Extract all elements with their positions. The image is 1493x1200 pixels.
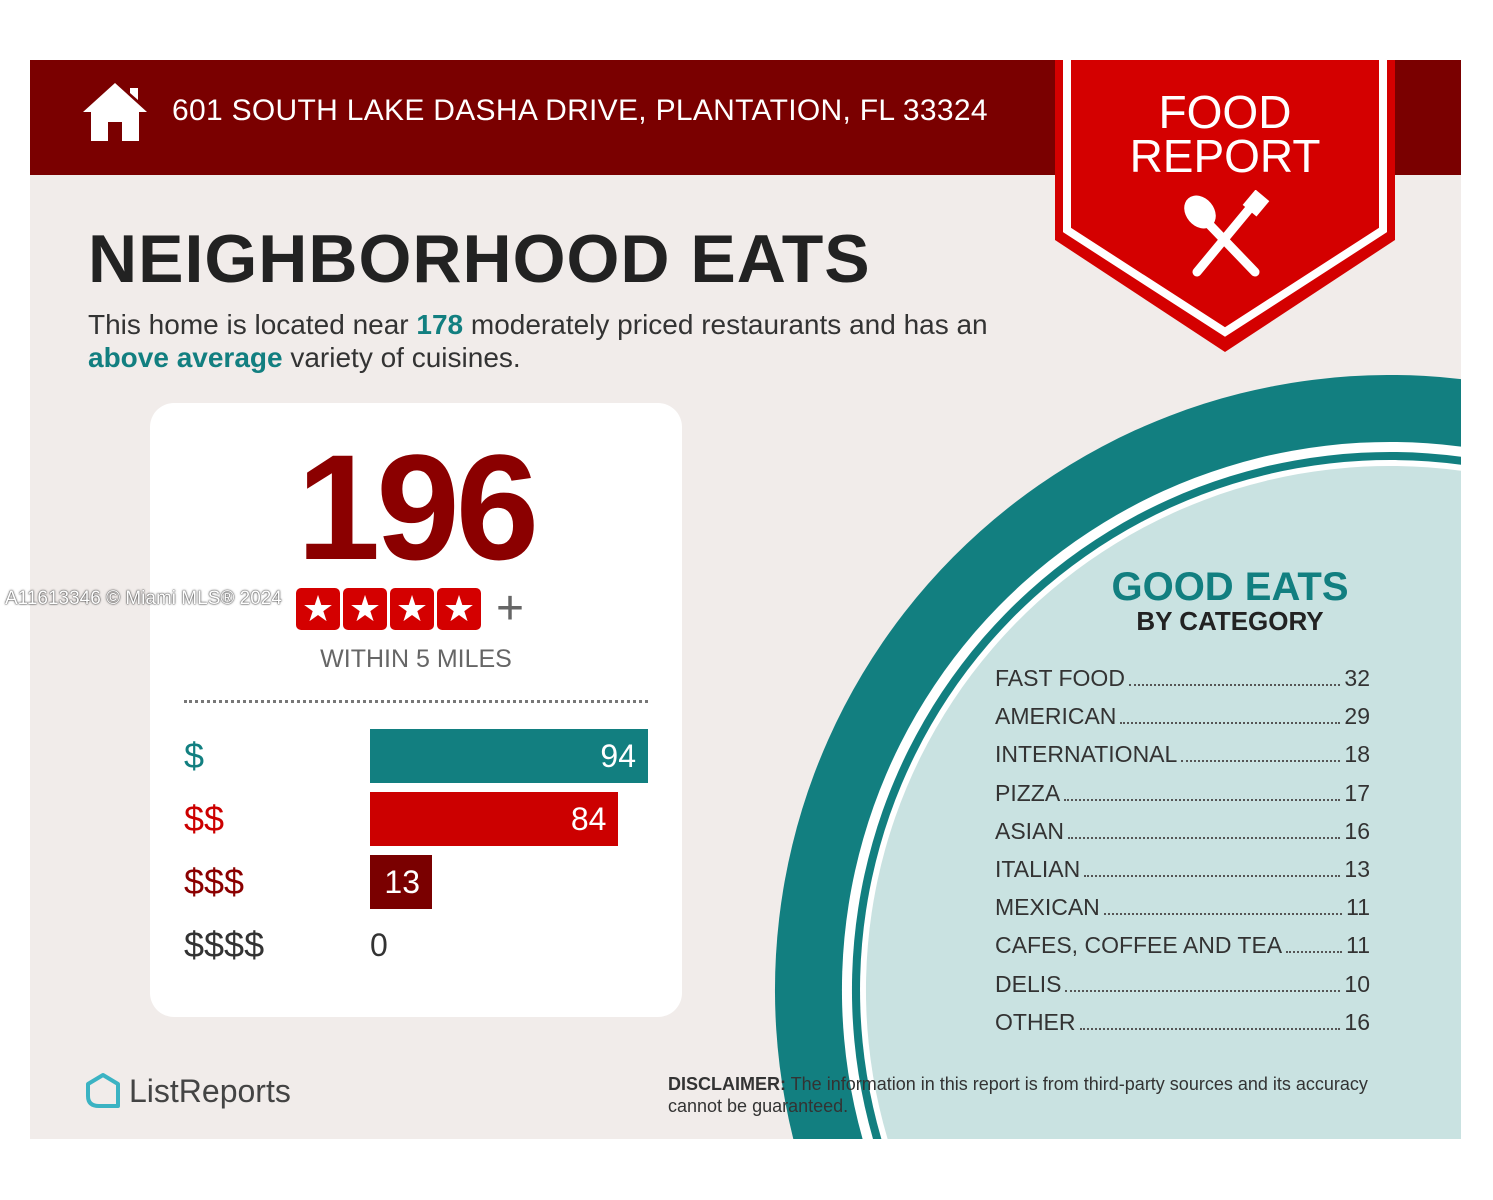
category-item: ITALIAN 13 <box>995 856 1370 894</box>
price-row: $$ 84 <box>184 792 654 846</box>
category-count: 16 <box>1344 817 1370 844</box>
star-rating: ★ ★ ★ ★ <box>296 588 481 630</box>
price-label: $ <box>184 735 205 776</box>
badge-title: FOOD REPORT <box>1129 86 1321 182</box>
category-count: 18 <box>1344 741 1370 768</box>
price-label: $$ <box>184 798 225 839</box>
plus-sign: + <box>496 582 525 635</box>
price-bar: 0 <box>370 927 388 963</box>
star-icon: ★ <box>296 588 340 630</box>
category-count: 11 <box>1346 932 1370 959</box>
divider <box>184 700 648 703</box>
summary-panel: 196 ★ ★ ★ ★ + WITHIN 5 MILES $94 $$ 84 $$$ 1… <box>150 403 682 1017</box>
category-name: DELIS <box>995 970 1062 997</box>
category-heading: GOOD EATS BY CATEGORY <box>1111 565 1349 636</box>
category-count: 13 <box>1344 855 1370 882</box>
category-count: 16 <box>1344 1008 1370 1035</box>
description: This home is located near 178 moderately… <box>88 309 988 373</box>
category-item: CAFES, COFFEE AND TEA 11 <box>995 932 1370 970</box>
category-count: 17 <box>1344 779 1370 806</box>
dot-leader <box>1079 1027 1341 1030</box>
category-count: 29 <box>1344 703 1370 730</box>
price-row: $$$ 13 <box>184 855 654 909</box>
dot-leader <box>1286 951 1343 954</box>
category-name: ASIAN <box>995 817 1065 844</box>
price-bar: 94 <box>370 729 648 783</box>
category-name: AMERICAN <box>995 703 1117 730</box>
category-name: CAFES, COFFEE AND TEA <box>995 932 1283 959</box>
watermark: A11613346 © Miami MLS® 2024 <box>5 588 282 609</box>
dot-leader <box>1128 684 1341 686</box>
category-name: OTHER <box>995 1008 1076 1035</box>
category-item: DELIS 10 <box>995 971 1370 1009</box>
category-name: INTERNATIONAL <box>995 741 1178 768</box>
price-bar: 13 <box>370 855 432 909</box>
category-name: PIZZA <box>995 779 1061 806</box>
category-list: FAST FOOD 32 AMERICAN 29 INTERNATIONAL 18 PIZZ… <box>995 665 1370 1047</box>
dot-leader <box>1103 913 1343 916</box>
within-miles: WITHIN 5 MILES <box>320 645 512 673</box>
star-icon: ★ <box>437 588 481 630</box>
dot-leader <box>1181 760 1341 763</box>
category-item: MEXICAN 11 <box>995 894 1370 932</box>
category-item: PIZZA 17 <box>995 780 1370 818</box>
category-item: OTHER 16 <box>995 1009 1370 1047</box>
dot-leader <box>1068 836 1341 839</box>
page-title: NEIGHBORHOOD EATS <box>88 221 871 297</box>
category-count: 32 <box>1344 665 1370 691</box>
category-name: MEXICAN <box>995 894 1100 921</box>
star-icon: ★ <box>343 588 387 630</box>
category-item: FAST FOOD 32 <box>995 665 1370 703</box>
category-name: ITALIAN <box>995 855 1081 882</box>
dot-leader <box>1120 722 1341 725</box>
price-label: $$$$ <box>184 924 265 965</box>
category-item: AMERICAN 29 <box>995 703 1370 741</box>
category-count: 11 <box>1346 894 1370 921</box>
star-icon: ★ <box>390 588 434 630</box>
disclaimer: DISCLAIMER: The information in this repo… <box>668 1074 1368 1116</box>
price-label: $$$ <box>184 861 245 902</box>
dot-leader <box>1064 798 1341 801</box>
category-item: INTERNATIONAL 18 <box>995 741 1370 779</box>
listreports-logo: ListReports <box>85 1072 291 1110</box>
address: 601 SOUTH LAKE DASHA DRIVE, PLANTATION, … <box>172 94 988 127</box>
category-name: FAST FOOD <box>995 665 1125 691</box>
food-report-badge <box>1055 60 1395 352</box>
price-bar: 84 <box>370 792 619 846</box>
spoon-fork-icon <box>1184 190 1270 277</box>
category-count: 10 <box>1344 970 1370 997</box>
dot-leader <box>1065 989 1341 992</box>
house-icon <box>83 83 147 141</box>
logo-icon <box>86 1073 120 1108</box>
food-report-card: 601 SOUTH LAKE DASHA DRIVE, PLANTATION, … <box>30 60 1461 1139</box>
dot-leader <box>1084 874 1341 877</box>
price-row: $$$$ 0 <box>184 918 654 972</box>
category-circle <box>775 375 1461 1139</box>
category-item: ASIAN 16 <box>995 818 1370 856</box>
price-row: $94 <box>184 729 654 783</box>
restaurant-total: 196 <box>296 423 539 591</box>
